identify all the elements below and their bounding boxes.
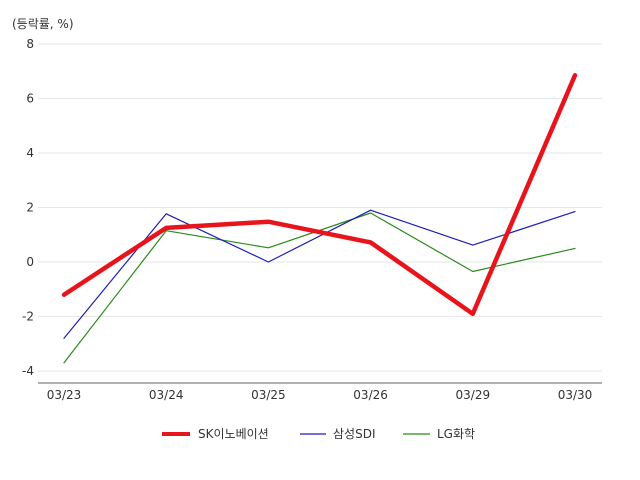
gridlines xyxy=(38,43,602,372)
x-tick-label: 03/23 xyxy=(47,388,82,402)
series-lines xyxy=(61,73,578,364)
legend-label: 삼성SDI xyxy=(333,427,375,441)
x-tick-label: 03/25 xyxy=(251,388,286,402)
x-tick-label: 03/29 xyxy=(456,388,491,402)
y-tick-label: 4 xyxy=(26,146,34,160)
y-axis-tick-labels: 8 6 4 2 0 -2 -4 xyxy=(22,37,34,378)
y-tick-label: 2 xyxy=(26,201,34,215)
x-tick-label: 03/30 xyxy=(558,388,593,402)
legend-label: SK이노베이션 xyxy=(198,427,269,441)
series-line-2 xyxy=(63,209,576,339)
unit-label: (등락률, %) xyxy=(12,17,74,31)
y-tick-label: 8 xyxy=(26,37,34,51)
x-tick-label: 03/26 xyxy=(353,388,388,402)
y-tick-label: -4 xyxy=(22,364,34,378)
x-axis-tick-labels: 03/23 03/24 03/25 03/26 03/29 03/30 xyxy=(47,388,593,402)
y-tick-label: 0 xyxy=(26,255,34,269)
legend-label: LG화학 xyxy=(437,427,475,441)
series-line-1 xyxy=(61,73,578,317)
legend: SK이노베이션 삼성SDI LG화학 xyxy=(162,427,475,441)
x-tick-label: 03/24 xyxy=(149,388,184,402)
y-tick-label: 6 xyxy=(26,92,34,106)
y-tick-label: -2 xyxy=(22,310,34,324)
